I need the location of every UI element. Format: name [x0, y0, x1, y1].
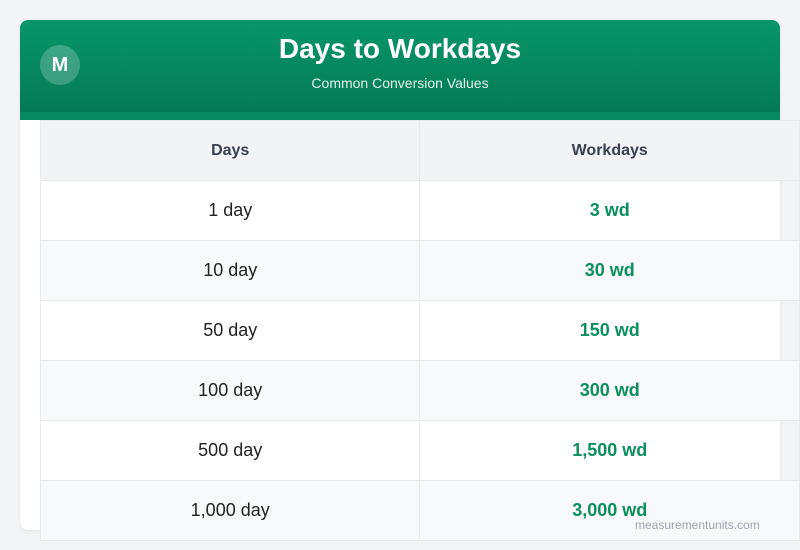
table-row: 1,000 day 3,000 wd — [39, 480, 800, 541]
days-cell: 1 day — [39, 180, 421, 241]
card-header — [20, 20, 780, 112]
conversion-table: Days Workdays 1 day 3 wd 10 day 30 wd 50 d… — [39, 120, 800, 541]
page-title: Days to Workdays — [278, 33, 522, 64]
table-row: 500 day 1,500 wd — [39, 420, 800, 481]
workdays-cell: 1,500 wd — [419, 420, 800, 481]
days-cell: 1,000 day — [39, 480, 421, 541]
table-row: 100 day 300 wd — [39, 360, 800, 421]
column-header-days: Days — [39, 120, 421, 181]
days-cell: 50 day — [39, 300, 421, 361]
page-subtitle: Common Conversion Values — [311, 75, 489, 91]
workdays-cell: 300 wd — [419, 360, 800, 421]
days-cell: 500 day — [39, 420, 421, 481]
table-row: 50 day 150 wd — [39, 300, 800, 361]
workdays-cell: 3,000 wd — [419, 480, 800, 541]
days-cell: 100 day — [39, 360, 421, 421]
table-row: 1 day 3 wd — [39, 180, 800, 241]
watermark: measurementunits.com — [635, 518, 760, 532]
workdays-cell: 150 wd — [419, 300, 800, 361]
column-header-workdays: Workdays — [419, 120, 800, 181]
workdays-cell: 3 wd — [419, 180, 800, 241]
workdays-cell: 30 wd — [419, 240, 800, 301]
header-strip — [20, 112, 780, 120]
table-row: 10 day 30 wd — [39, 240, 800, 301]
table-header-row: Days Workdays — [39, 120, 800, 181]
site-logo: M — [40, 45, 80, 85]
days-cell: 10 day — [39, 240, 421, 301]
